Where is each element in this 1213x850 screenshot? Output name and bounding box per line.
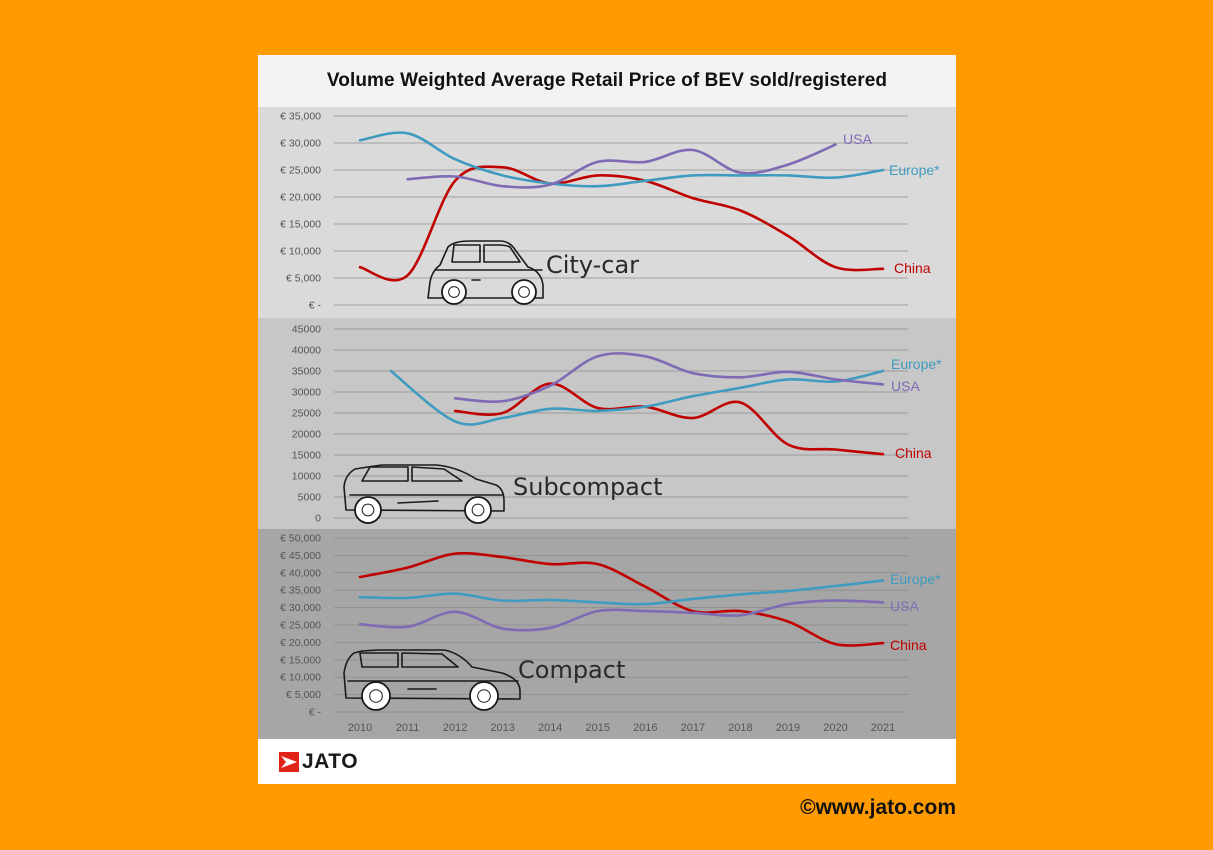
- y-tick-label: 35000: [292, 366, 321, 378]
- panel-background-compact: [258, 529, 956, 739]
- series-label-europe: Europe*: [891, 356, 942, 372]
- series-label-china: China: [895, 445, 932, 461]
- subcompact-car-icon: [343, 464, 505, 524]
- x-tick-label: 2019: [776, 722, 800, 734]
- y-tick-label: 45000: [292, 324, 321, 336]
- series-line-usa-subcompact: [453, 352, 885, 404]
- segment-label-subcompact: Subcompact: [513, 473, 662, 501]
- series-line-europe-subcompact: [389, 369, 885, 426]
- brand-name: JATO: [302, 750, 359, 773]
- grid-layer: [334, 115, 908, 713]
- car-illustrations: [343, 240, 544, 711]
- y-tick-label: 20000: [292, 429, 321, 441]
- y-tick-label: € 50,000: [280, 533, 321, 545]
- series-label-europe: Europe*: [890, 571, 941, 587]
- x-tick-label: 2013: [490, 722, 514, 734]
- y-tick-label: € 5,000: [286, 689, 321, 701]
- series-line-china-compact: [358, 551, 885, 647]
- footer: JATO: [258, 739, 956, 784]
- x-tick-label: 2016: [633, 722, 657, 734]
- y-tick-label: € 10,000: [280, 672, 321, 684]
- series-line-europe-compact: [358, 579, 885, 606]
- x-tick-label: 2021: [871, 722, 895, 734]
- y-tick-label: € 15,000: [280, 219, 321, 231]
- chart-area: € - € 5,000 € 10,000 € 15,000 € 20,000 € 25,0…: [258, 107, 956, 739]
- series-line-china-city-car: [358, 165, 885, 282]
- compact-car-icon: [343, 649, 521, 711]
- y-tick-label: 5000: [298, 492, 322, 504]
- segment-label-compact: Compact: [518, 656, 625, 684]
- x-tick-label: 2017: [681, 722, 705, 734]
- series-label-usa: USA: [890, 598, 919, 614]
- x-tick-label: 2012: [443, 722, 467, 734]
- y-tick-label: € -: [309, 300, 322, 312]
- y-tick-label: € 30,000: [280, 138, 321, 150]
- y-tick-label: € 20,000: [280, 637, 321, 649]
- series-line-europe-city-car: [358, 131, 885, 188]
- labels-layer: € - € 5,000 € 10,000 € 15,000 € 20,000 € 25,0…: [280, 111, 942, 735]
- series-layer: [358, 131, 885, 647]
- x-tick-label: 2014: [538, 722, 562, 734]
- x-tick-label: 2015: [586, 722, 610, 734]
- x-tick-label: 2018: [728, 722, 752, 734]
- series-label-europe: Europe*: [889, 162, 940, 178]
- y-tick-label: 10000: [292, 471, 321, 483]
- y-tick-label: € 10,000: [280, 246, 321, 258]
- chart-card: € - € 5,000 € 10,000 € 15,000 € 20,000 € 25,0…: [258, 55, 956, 784]
- y-tick-label: € 25,000: [280, 165, 321, 177]
- y-tick-label: € -: [309, 707, 322, 719]
- y-tick-label: 40000: [292, 345, 321, 357]
- title-bar: Volume Weighted Average Retail Price of …: [258, 55, 956, 107]
- chart-title: Volume Weighted Average Retail Price of …: [326, 70, 888, 91]
- segment-label-city-car: City-car: [546, 251, 639, 279]
- series-line-usa-compact: [358, 599, 885, 632]
- y-tick-label: € 5,000: [286, 273, 321, 285]
- series-label-usa: USA: [843, 131, 872, 147]
- series-label-usa: USA: [891, 378, 920, 394]
- y-tick-label: € 25,000: [280, 620, 321, 632]
- y-tick-label: € 40,000: [280, 567, 321, 579]
- website-url[interactable]: ©www.jato.com: [800, 796, 956, 819]
- jato-logo-icon: [279, 752, 299, 772]
- y-tick-label: 0: [315, 513, 321, 525]
- series-line-usa-city-car: [406, 143, 837, 189]
- series-label-china: China: [890, 637, 927, 653]
- brand: JATO: [279, 750, 358, 774]
- y-tick-label: 25000: [292, 408, 321, 420]
- y-tick-label: € 45,000: [280, 550, 321, 562]
- x-tick-label: 2020: [823, 722, 847, 734]
- y-tick-label: 15000: [292, 450, 321, 462]
- x-tick-label: 2010: [348, 722, 372, 734]
- y-tick-label: 30000: [292, 387, 321, 399]
- y-tick-label: € 15,000: [280, 654, 321, 666]
- x-tick-label: 2011: [396, 722, 420, 734]
- panel-background-city-car: [258, 107, 956, 318]
- y-tick-label: € 30,000: [280, 602, 321, 614]
- y-tick-label: € 20,000: [280, 192, 321, 204]
- series-label-china: China: [894, 260, 931, 276]
- city-car-icon: [427, 240, 544, 305]
- y-tick-label: € 35,000: [280, 585, 321, 597]
- y-tick-label: € 35,000: [280, 111, 321, 123]
